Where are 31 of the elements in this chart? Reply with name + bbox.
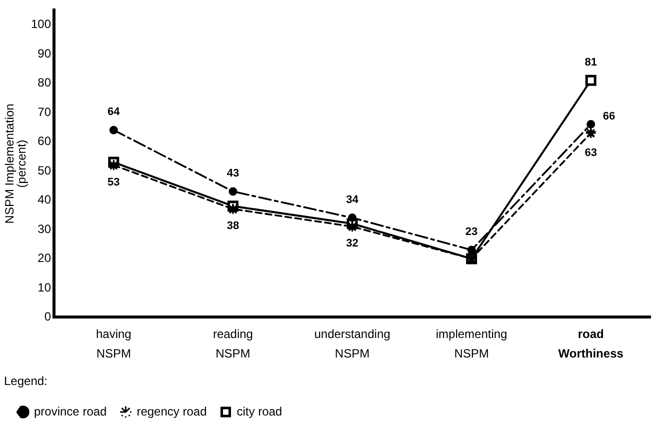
x-tick-label: having NSPM xyxy=(96,327,132,360)
legend-label: city road xyxy=(236,404,282,418)
data-label: 64 xyxy=(108,106,121,118)
data-label: 23 xyxy=(465,226,478,238)
y-tick-label: 50 xyxy=(38,163,52,178)
legend-title: Legend: xyxy=(4,374,48,388)
data-label: 43 xyxy=(226,168,240,180)
data-label: 34 xyxy=(346,194,360,206)
x-tick-label: road Worthiness xyxy=(558,327,624,360)
y-axis-title: NSPM Implementation (percent) xyxy=(2,104,28,224)
y-tick-label: 100 xyxy=(30,17,52,32)
y-tick-label: 90 xyxy=(38,46,52,60)
y-tick-label: 60 xyxy=(38,134,52,148)
data-label: 53 xyxy=(108,176,120,188)
y-tick-label: 80 xyxy=(38,76,52,90)
x-tick-label: implementing NSPM xyxy=(436,327,508,360)
legend-label: regency road xyxy=(136,404,207,418)
x-tick-label: reading NSPM xyxy=(212,327,253,360)
data-label: 81 xyxy=(584,56,597,68)
data-label: 63 xyxy=(584,147,597,160)
y-tick-label: 70 xyxy=(38,104,52,119)
data-label: 32 xyxy=(346,238,358,250)
y-tick-label: 0 xyxy=(44,310,52,324)
y-tick-label: 10 xyxy=(38,280,52,294)
y-tick-label: 40 xyxy=(38,192,52,207)
y-tick-label: 20 xyxy=(38,251,52,266)
legend-label: province road xyxy=(34,404,107,418)
y-tick-label: 30 xyxy=(38,222,52,236)
data-label: 66 xyxy=(602,110,616,122)
x-tick-label: understanding NSPM xyxy=(314,327,390,360)
data-label: 38 xyxy=(226,220,240,232)
